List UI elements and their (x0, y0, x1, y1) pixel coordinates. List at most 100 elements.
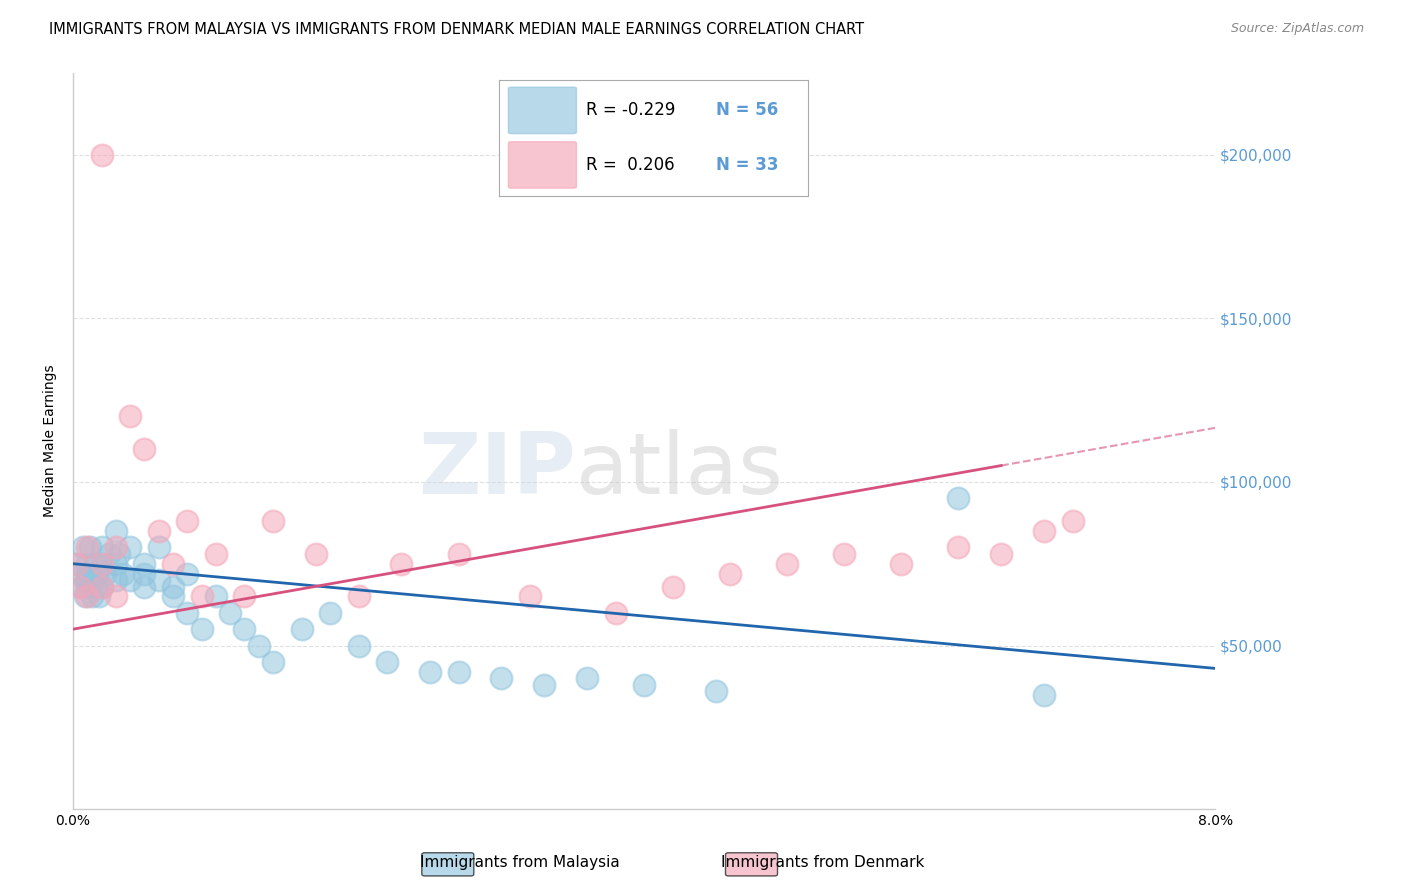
Point (90, 557, 112, 571)
Point (375, 655, 398, 669)
Point (86, 566, 108, 581)
Text: Immigrants from Malaysia: Immigrants from Malaysia (420, 855, 620, 870)
Text: Immigrants from Denmark: Immigrants from Denmark (721, 855, 924, 870)
Point (347, 590, 370, 604)
Point (73, 590, 96, 604)
Point (262, 655, 284, 669)
Point (148, 541, 170, 555)
Point (76, 566, 98, 581)
Point (134, 557, 156, 571)
Point (134, 580, 156, 594)
Point (247, 639, 270, 653)
Text: R =  0.206: R = 0.206 (586, 156, 675, 174)
Text: N = 33: N = 33 (716, 156, 778, 174)
Point (519, 590, 541, 604)
Point (90, 557, 112, 571)
Point (718, 566, 741, 581)
Point (120, 409, 142, 424)
Point (69, 566, 91, 581)
Point (605, 606, 627, 620)
Text: IMMIGRANTS FROM MALAYSIA VS IMMIGRANTS FROM DENMARK MEDIAN MALE EARNINGS CORRELA: IMMIGRANTS FROM MALAYSIA VS IMMIGRANTS F… (49, 22, 865, 37)
Point (76, 580, 98, 594)
Point (112, 566, 135, 581)
Text: N = 56: N = 56 (716, 102, 778, 120)
Point (104, 557, 127, 571)
FancyBboxPatch shape (509, 87, 576, 134)
Point (890, 557, 912, 571)
Text: R = -0.229: R = -0.229 (586, 102, 675, 120)
Point (1033, 688, 1056, 702)
Point (90, 148, 112, 162)
Point (80, 590, 103, 604)
Point (66, 557, 89, 571)
Point (162, 590, 184, 604)
Point (79, 541, 101, 555)
Point (87, 590, 110, 604)
Point (76, 541, 98, 555)
Point (104, 541, 127, 555)
Point (120, 541, 142, 555)
Point (72, 541, 94, 555)
Point (832, 547, 855, 561)
Point (704, 684, 727, 698)
Point (104, 590, 127, 604)
Point (948, 541, 970, 555)
Point (533, 678, 555, 692)
Point (82, 573, 104, 587)
Point (1033, 524, 1056, 538)
Point (491, 671, 513, 685)
Point (233, 622, 256, 636)
Point (90, 580, 112, 594)
Point (305, 547, 328, 561)
Point (190, 622, 212, 636)
Point (162, 580, 184, 594)
Point (93, 566, 115, 581)
Point (190, 590, 212, 604)
Text: ZIP: ZIP (418, 429, 575, 512)
Point (90, 580, 112, 594)
Point (176, 514, 198, 528)
Point (83, 557, 105, 571)
Point (75, 573, 97, 587)
Point (233, 590, 256, 604)
Point (76, 557, 98, 571)
Point (176, 606, 198, 620)
Point (104, 524, 127, 538)
Point (134, 566, 156, 581)
Point (576, 671, 599, 685)
Point (148, 524, 170, 538)
Point (633, 678, 655, 692)
Y-axis label: Median Male Earnings: Median Male Earnings (44, 365, 58, 517)
Point (205, 590, 228, 604)
Point (176, 566, 198, 581)
Point (148, 573, 170, 587)
Point (447, 665, 470, 679)
Point (391, 557, 413, 571)
Point (162, 557, 184, 571)
Point (262, 514, 284, 528)
Point (319, 606, 342, 620)
Point (107, 547, 129, 561)
Point (419, 665, 441, 679)
Point (662, 580, 685, 594)
Point (347, 639, 370, 653)
Text: Source: ZipAtlas.com: Source: ZipAtlas.com (1230, 22, 1364, 36)
Point (205, 547, 228, 561)
Point (70, 580, 93, 594)
Point (69, 580, 91, 594)
Point (1062, 514, 1084, 528)
Point (134, 442, 156, 457)
Point (66, 557, 89, 571)
Point (84, 580, 107, 594)
Point (76, 590, 98, 604)
Point (776, 557, 799, 571)
Point (948, 491, 970, 506)
Point (97, 547, 120, 561)
Point (447, 547, 470, 561)
Point (120, 573, 142, 587)
Point (990, 547, 1012, 561)
FancyBboxPatch shape (509, 142, 576, 188)
Point (104, 573, 127, 587)
Text: atlas: atlas (575, 429, 783, 512)
Point (219, 606, 242, 620)
